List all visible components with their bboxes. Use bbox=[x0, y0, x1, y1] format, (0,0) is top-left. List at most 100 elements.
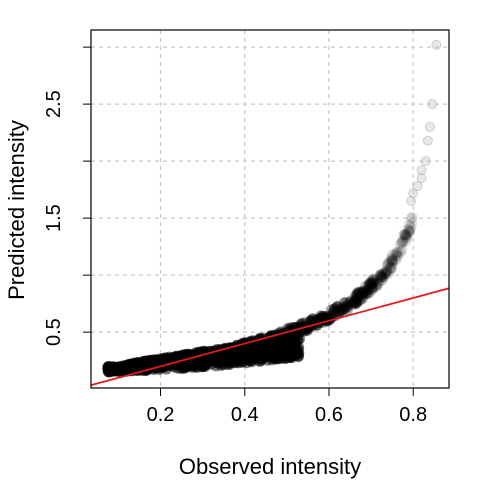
data-point bbox=[386, 253, 398, 265]
data-point bbox=[397, 236, 408, 248]
data-point bbox=[406, 211, 418, 223]
data-point bbox=[342, 298, 354, 310]
data-point bbox=[403, 224, 415, 236]
data-point bbox=[345, 296, 357, 308]
data-point bbox=[375, 271, 387, 283]
data-point bbox=[287, 344, 299, 356]
data-point bbox=[396, 237, 408, 249]
data-point bbox=[387, 249, 399, 261]
data-point bbox=[328, 303, 340, 315]
data-point bbox=[305, 321, 317, 333]
data-point bbox=[353, 291, 365, 303]
data-point bbox=[349, 296, 361, 308]
data-point bbox=[402, 223, 414, 235]
data-point bbox=[375, 269, 387, 280]
data-point bbox=[325, 310, 337, 322]
data-point bbox=[347, 297, 359, 309]
data-point bbox=[391, 246, 403, 258]
data-point bbox=[405, 212, 417, 224]
data-point-outlier bbox=[416, 173, 427, 184]
data-point bbox=[390, 247, 402, 259]
data-point bbox=[337, 302, 349, 314]
data-point bbox=[363, 287, 375, 299]
data-point bbox=[399, 229, 411, 241]
data-point bbox=[353, 290, 365, 302]
data-point bbox=[339, 303, 351, 315]
data-point bbox=[338, 297, 350, 309]
data-point bbox=[347, 298, 359, 310]
data-point bbox=[354, 295, 366, 307]
data-point bbox=[337, 303, 349, 315]
data-point bbox=[329, 303, 341, 315]
data-point bbox=[357, 286, 369, 298]
data-point bbox=[394, 238, 406, 250]
data-point bbox=[368, 274, 380, 286]
data-point bbox=[404, 225, 416, 237]
data-point bbox=[363, 282, 375, 294]
data-point bbox=[401, 230, 413, 242]
data-point bbox=[354, 286, 366, 298]
data-points bbox=[102, 39, 442, 378]
y-axis: 0.5 1.5 2.5 bbox=[43, 46, 92, 346]
data-point bbox=[403, 219, 415, 231]
x-axis: 0.2 0.4 0.6 0.8 bbox=[147, 387, 427, 426]
reference-line bbox=[90, 287, 450, 387]
data-point bbox=[380, 266, 392, 278]
data-point bbox=[384, 262, 396, 274]
data-point bbox=[298, 317, 310, 329]
data-point bbox=[333, 304, 345, 316]
data-point bbox=[352, 289, 363, 301]
data-point bbox=[370, 281, 382, 293]
x-tick-label: 0.2 bbox=[147, 404, 175, 426]
data-point bbox=[364, 279, 376, 290]
x-tick-label: 0.8 bbox=[399, 404, 427, 426]
data-point bbox=[325, 304, 337, 316]
data-point bbox=[236, 345, 248, 357]
data-point bbox=[356, 286, 368, 298]
data-point bbox=[289, 334, 301, 346]
y-tick-label: 1.5 bbox=[43, 204, 65, 232]
data-point-outlier bbox=[420, 156, 431, 167]
data-point bbox=[354, 292, 366, 304]
data-point bbox=[363, 278, 375, 290]
data-point-outlier bbox=[425, 122, 435, 132]
data-point bbox=[403, 227, 415, 238]
data-point bbox=[123, 361, 135, 373]
data-point bbox=[351, 297, 363, 309]
data-point-outlier bbox=[422, 135, 433, 146]
x-axis-label: Observed intensity bbox=[179, 454, 361, 479]
data-point bbox=[367, 273, 379, 285]
data-point bbox=[349, 291, 361, 303]
data-point bbox=[364, 277, 376, 289]
data-point bbox=[214, 349, 226, 361]
data-point bbox=[304, 315, 316, 327]
data-point bbox=[400, 229, 412, 241]
data-point bbox=[379, 269, 391, 280]
data-point bbox=[400, 235, 412, 247]
data-point bbox=[349, 294, 361, 306]
data-point bbox=[366, 278, 378, 290]
x-tick-label: 0.4 bbox=[231, 404, 259, 426]
data-point bbox=[380, 266, 392, 278]
data-point bbox=[367, 278, 379, 290]
data-point bbox=[387, 254, 399, 266]
data-point bbox=[360, 288, 372, 300]
data-point bbox=[382, 259, 394, 271]
data-point bbox=[351, 295, 363, 307]
data-point bbox=[341, 301, 353, 313]
data-point bbox=[314, 313, 326, 324]
data-point bbox=[384, 263, 396, 275]
data-point bbox=[366, 282, 378, 294]
data-point bbox=[306, 315, 317, 327]
data-point bbox=[358, 285, 370, 297]
data-point-outlier bbox=[431, 39, 442, 50]
data-point bbox=[390, 249, 402, 261]
data-point bbox=[366, 282, 378, 293]
data-point bbox=[355, 293, 367, 305]
data-point bbox=[365, 278, 377, 290]
data-point bbox=[394, 246, 406, 258]
data-point bbox=[306, 313, 318, 325]
data-point bbox=[363, 283, 375, 295]
data-point bbox=[328, 305, 340, 317]
data-point bbox=[392, 250, 404, 262]
